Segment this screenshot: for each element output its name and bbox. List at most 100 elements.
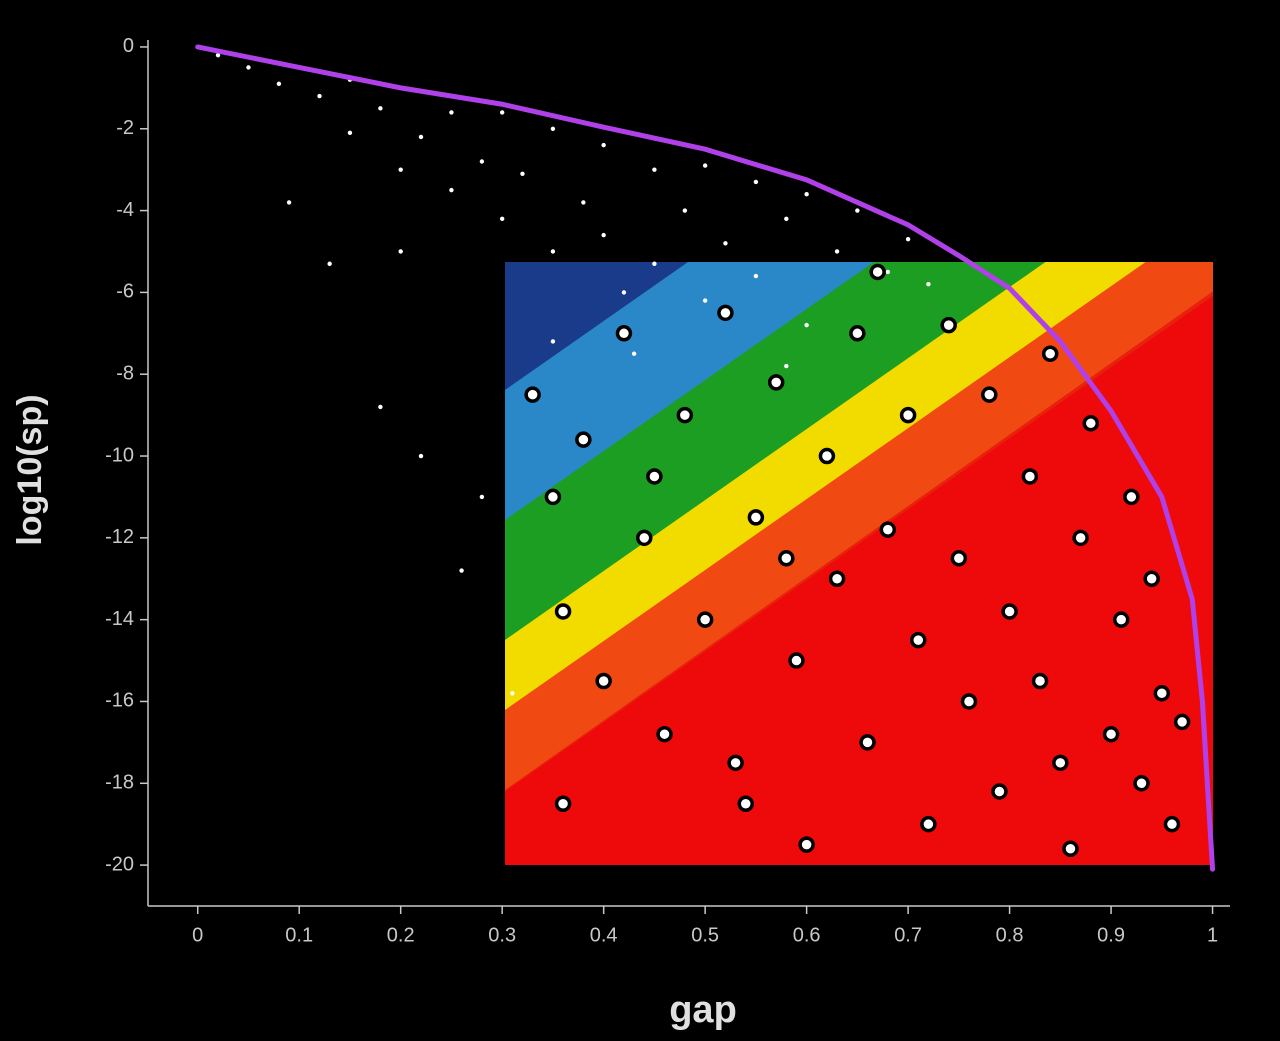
- ring-point: [940, 316, 957, 334]
- ring-point: [646, 468, 663, 485]
- ring-point: [696, 611, 714, 628]
- ring-point: [849, 325, 866, 342]
- x-tick-label: 0.9: [1097, 924, 1125, 946]
- ring-point: [737, 795, 754, 812]
- dot-point: [784, 216, 789, 221]
- dot-point: [550, 126, 556, 131]
- ring-point: [1173, 713, 1191, 731]
- ring-point: [544, 488, 562, 506]
- y-axis-label: log10(sp): [11, 394, 49, 545]
- dot-point: [449, 110, 454, 115]
- x-tick-label: 0: [192, 924, 203, 946]
- y-tick-label: -10: [105, 444, 134, 466]
- ring-point: [818, 447, 836, 465]
- ring-point: [991, 783, 1008, 800]
- band-dark-blue: [505, 262, 689, 390]
- dot-point: [631, 351, 637, 356]
- dot-point: [682, 208, 688, 213]
- x-tick-label: 1: [1207, 924, 1218, 946]
- x-tick-label: 0.2: [387, 924, 415, 946]
- boundary-curve: [195, 44, 1216, 872]
- x-axis-label: gap: [669, 989, 737, 1031]
- dot-point: [398, 167, 403, 172]
- dot-point: [652, 167, 657, 172]
- x-tick-label: 0.3: [488, 924, 516, 946]
- dot-point: [347, 130, 353, 136]
- dot-point: [926, 282, 931, 287]
- dot-point: [550, 339, 556, 344]
- dot-point: [378, 106, 383, 111]
- dot-point: [398, 249, 403, 254]
- dot-point: [784, 363, 789, 369]
- ring-point: [788, 652, 805, 669]
- y-tick-label: -16: [105, 690, 134, 712]
- ring-point: [1041, 345, 1059, 363]
- dot-point: [621, 290, 627, 295]
- dot-point: [327, 261, 332, 266]
- ring-point: [1062, 840, 1079, 857]
- ring-point: [899, 406, 917, 424]
- dot-point: [905, 237, 911, 242]
- y-tick-label: -12: [105, 526, 134, 548]
- y-tick-label: -6: [116, 281, 134, 303]
- ring-point: [910, 631, 927, 649]
- ring-point: [828, 570, 846, 587]
- dot-point: [804, 192, 809, 197]
- dot-point: [702, 298, 708, 303]
- dot-point: [449, 187, 454, 193]
- ring-point: [615, 325, 633, 342]
- x-tick-label: 0.8: [996, 924, 1024, 946]
- dot-point: [286, 200, 292, 205]
- y-tick-label: -18: [105, 772, 134, 794]
- ring-point: [798, 836, 815, 853]
- y-tick-label: -8: [116, 362, 134, 384]
- ring-point: [778, 550, 795, 567]
- ring-point: [767, 374, 785, 391]
- dot-point: [246, 65, 251, 70]
- ring-point: [981, 386, 998, 403]
- dot-point: [499, 110, 505, 115]
- y-tick-label: 0: [123, 35, 134, 57]
- y-tick-label: -20: [105, 853, 134, 875]
- ring-point: [1153, 685, 1171, 702]
- band-blue: [505, 262, 874, 520]
- y-tick-label: -14: [105, 608, 134, 630]
- dot-point: [418, 134, 424, 140]
- y-tick-label: -2: [116, 117, 134, 139]
- dot-point: [510, 691, 515, 696]
- ring-point: [636, 529, 653, 547]
- ring-point: [1102, 725, 1120, 743]
- x-tick-label: 0.4: [590, 924, 618, 946]
- ring-point: [554, 795, 572, 812]
- ring-point: [1021, 468, 1039, 485]
- ring-point: [717, 304, 734, 322]
- x-tick-label: 0.5: [691, 924, 719, 946]
- ring-point: [960, 693, 978, 710]
- dot-point: [378, 404, 383, 410]
- dot-point: [804, 322, 809, 328]
- dot-point: [601, 232, 606, 238]
- dot-point: [834, 249, 840, 254]
- y-tick-label: -4: [116, 199, 134, 221]
- ring-point: [656, 725, 673, 743]
- dot-point: [885, 269, 891, 275]
- dot-point: [215, 52, 221, 58]
- dot-point: [499, 216, 505, 221]
- x-tick-label: 0.6: [793, 924, 821, 946]
- ring-point: [1072, 529, 1089, 547]
- ring-point: [554, 603, 572, 620]
- ring-point: [676, 406, 694, 424]
- dot-point: [459, 568, 464, 573]
- dot-point: [723, 241, 728, 246]
- dot-point: [753, 179, 759, 185]
- ring-point: [1082, 415, 1100, 432]
- ring-point: [1052, 754, 1069, 772]
- ring-point: [1143, 570, 1160, 587]
- x-tick-label: 0.1: [285, 924, 313, 946]
- dot-point: [581, 200, 586, 205]
- ring-point: [575, 431, 592, 448]
- ring-point: [1163, 815, 1181, 833]
- ring-point: [950, 550, 968, 567]
